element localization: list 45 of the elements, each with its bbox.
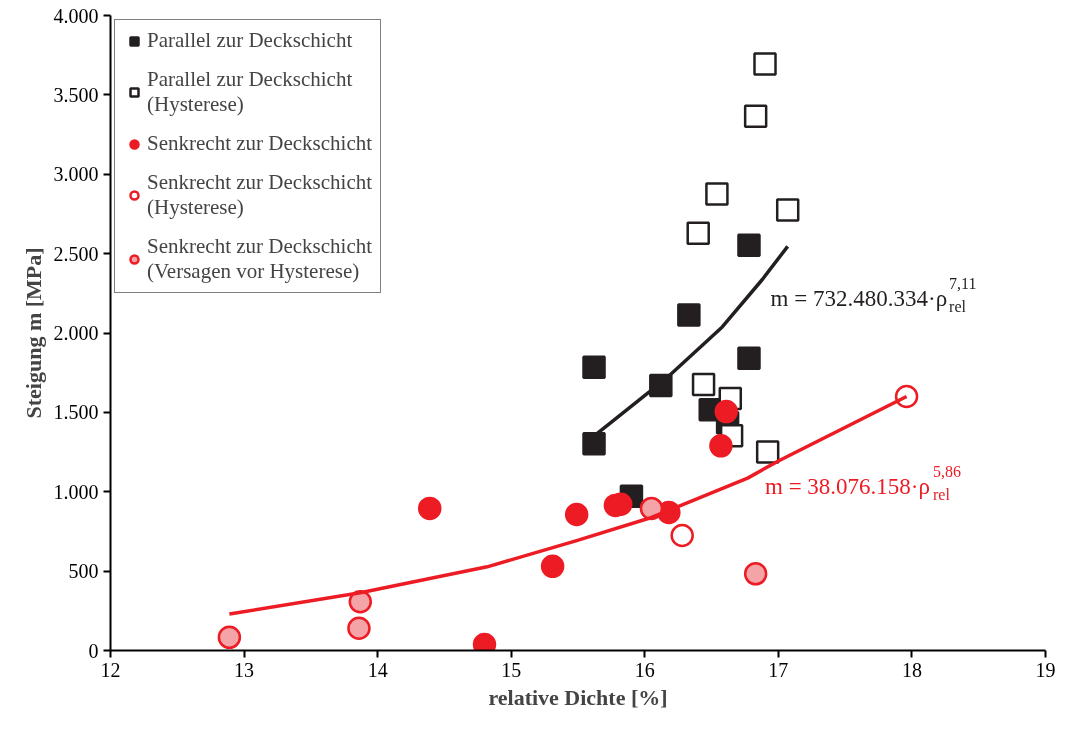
point bbox=[582, 355, 606, 380]
y-tick-label: 1.000 bbox=[53, 480, 99, 503]
x-tick-label: 16 bbox=[634, 658, 655, 681]
point bbox=[691, 372, 716, 397]
point bbox=[753, 52, 777, 76]
point bbox=[705, 182, 729, 206]
x-axis-title: relative Dichte [%] bbox=[488, 684, 668, 710]
y-axis-title: Steigung m [MPa] bbox=[20, 247, 46, 419]
point bbox=[417, 496, 442, 521]
y-tick-label: 4.000 bbox=[53, 4, 99, 27]
y-tick-label: 0 bbox=[88, 639, 99, 662]
y-tick-label: 2.000 bbox=[53, 322, 99, 344]
legend-label: Senkrecht zur Deckschicht bbox=[147, 131, 373, 156]
point bbox=[737, 346, 761, 370]
x-tick-label: 19 bbox=[1035, 658, 1056, 681]
x-tick-label: 13 bbox=[234, 658, 255, 681]
point bbox=[582, 432, 606, 456]
y-tick-label: 1.500 bbox=[53, 401, 99, 424]
x-tick-label: 15 bbox=[501, 658, 522, 681]
point bbox=[677, 303, 701, 327]
x-tick-label: 14 bbox=[367, 658, 388, 681]
x-tick-label: 12 bbox=[100, 658, 121, 681]
point bbox=[564, 502, 589, 527]
point bbox=[540, 554, 565, 579]
point bbox=[737, 233, 761, 258]
x-tick-label: 18 bbox=[901, 658, 922, 681]
point bbox=[743, 104, 768, 129]
y-tick-label: 2.500 bbox=[53, 242, 99, 265]
legend-label: Parallel zur Deckschicht (Hysterese) bbox=[147, 67, 353, 117]
point bbox=[755, 440, 780, 464]
point bbox=[743, 562, 768, 586]
legend-label: Senkrecht zur Deckschicht (Hysterese) bbox=[147, 170, 373, 220]
legend-label: Parallel zur Deckschicht bbox=[147, 28, 353, 53]
y-tick-label: 500 bbox=[68, 560, 99, 583]
y-tick-label: 3.000 bbox=[53, 163, 99, 186]
point bbox=[775, 198, 800, 222]
point bbox=[686, 221, 710, 245]
point bbox=[670, 523, 694, 548]
point bbox=[347, 616, 371, 640]
y-tick-label: 3.500 bbox=[53, 83, 99, 106]
point bbox=[709, 434, 733, 458]
point bbox=[217, 625, 242, 650]
legend-label: Senkrecht zur Deckschicht (Versagen vor Hysterese) bbox=[147, 234, 373, 284]
x-tick-label: 17 bbox=[768, 658, 789, 681]
point bbox=[714, 399, 739, 424]
